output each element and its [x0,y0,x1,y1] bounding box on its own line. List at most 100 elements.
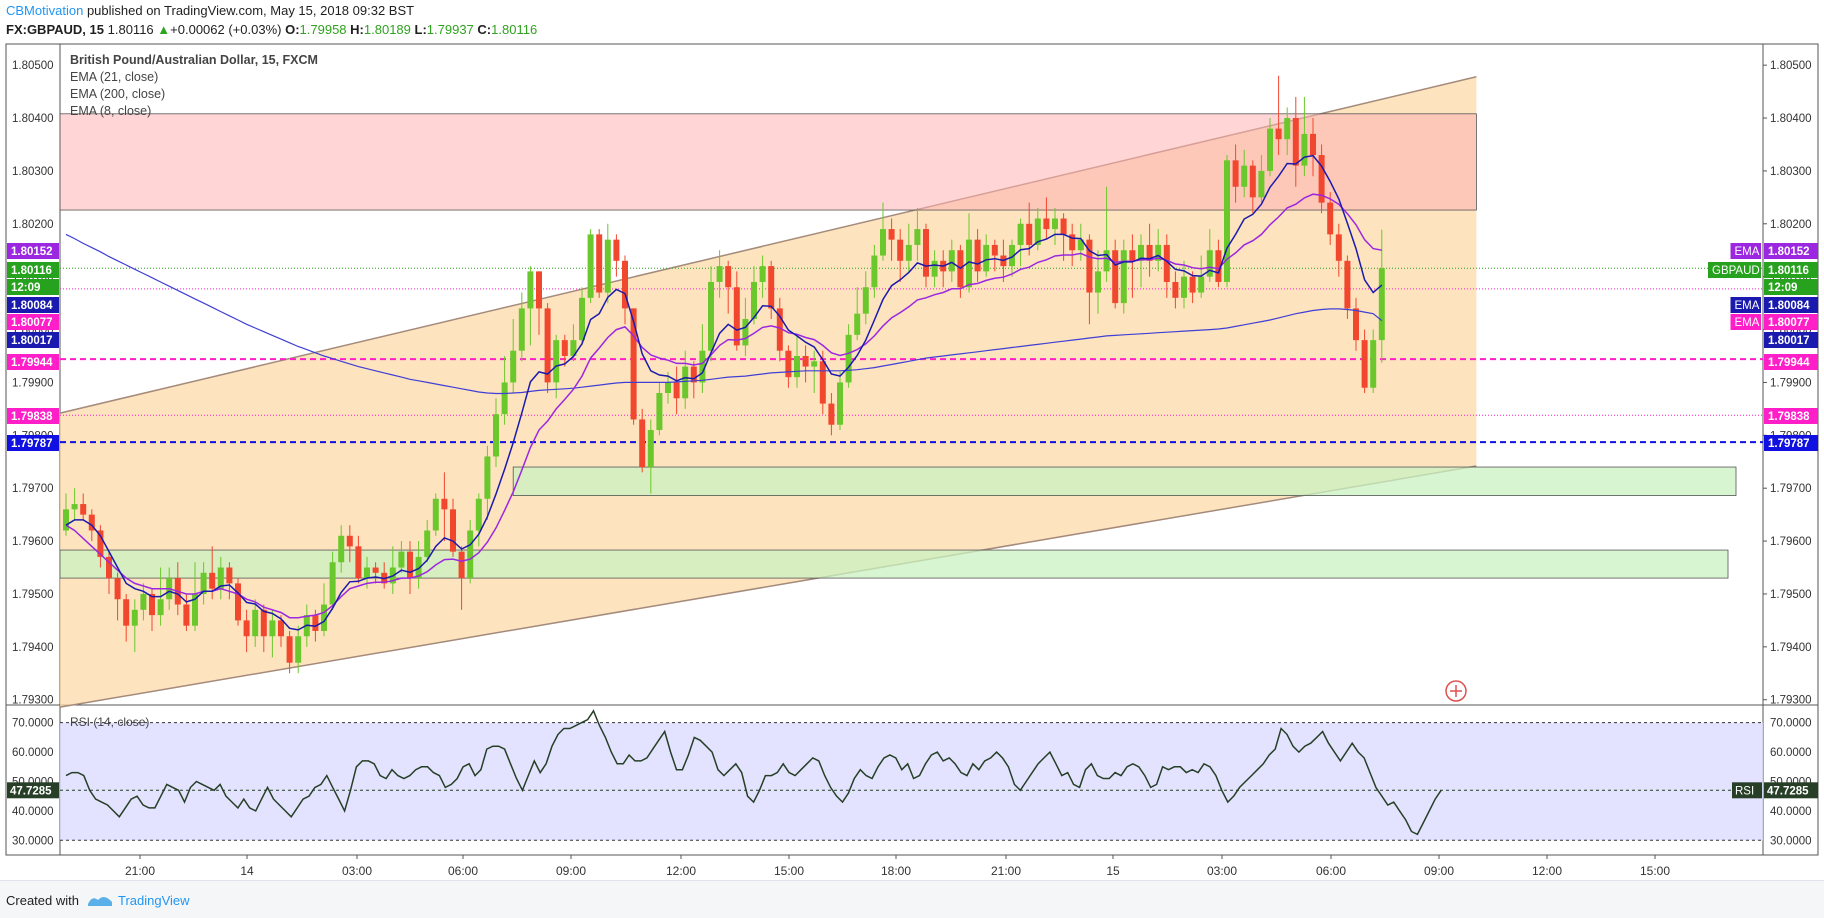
candle-body [1224,160,1230,282]
series-tag [1730,314,1761,330]
candle-body [97,530,104,557]
price-tick-right: 1.80200 [1770,219,1812,231]
price-tag-left [7,314,59,330]
candle-body [656,393,663,431]
series-tag [1708,262,1761,278]
candle-body [209,572,216,589]
candle-body [1241,165,1248,187]
price-tag-left [7,435,59,451]
price-channel [60,76,1477,708]
candle-body [1215,250,1222,282]
candle-body [604,239,611,293]
tradingview-logo-icon[interactable] [86,892,114,908]
candle-body [1344,260,1351,309]
candle-body [1112,250,1119,304]
candle-body [114,578,121,600]
price-tick-right: 1.80500 [1770,60,1812,72]
candle-body [682,366,689,399]
candle-body [1353,308,1359,341]
author-link[interactable]: CBMotivation [6,3,84,18]
open-value: 1.79958 [299,22,347,37]
alert-icon[interactable] [1445,680,1467,702]
candle-body [1198,276,1205,293]
price-tick-right: 1.79400 [1770,642,1812,654]
candle-body [458,551,465,579]
price-tags: 47.7285 47.7285 RSI 1.80152 1.80116 12:09 1.80… [7,243,1818,799]
rsi-tick-right: 30.0000 [1770,835,1812,847]
rsi-tick-left: 60.0000 [12,747,54,759]
candle-body [183,604,190,626]
candle-body [1095,271,1101,293]
candle-body [768,266,775,309]
price-tick-right: 1.79900 [1770,377,1812,389]
price-tag-right [1764,243,1818,259]
price-tag-left [7,354,59,370]
time-tick: 12:00 [666,864,696,878]
candle-body [1301,133,1308,166]
price-tag-left-text: 1.80084 [11,300,53,312]
candle-body [243,620,250,637]
price-tag-right [1764,314,1818,330]
candle-body [260,609,267,637]
candle-body [751,281,757,319]
high-value: 1.80189 [363,22,411,37]
candle-body [217,567,224,589]
candle-body [690,366,697,383]
rsi-tick-right: 70.0000 [1770,718,1812,730]
series-tag-text: EMA [1735,300,1760,312]
price-tag-right-text: 1.80152 [1768,246,1810,258]
candle-body [596,234,603,293]
candle-body [432,498,439,531]
candle-body [553,340,560,383]
candle-body [407,551,413,579]
chart-canvas[interactable]: 1.80500 1.80500 1.80400 1.80400 1.80300 1.803… [0,0,1824,880]
price-tag-right-text: 1.79944 [1768,357,1810,369]
candle-body [1232,160,1239,187]
time-tick: 14 [240,864,254,878]
candle-body [699,350,706,383]
price-tick-left: 1.79300 [12,695,54,707]
candle-body [1267,128,1273,171]
candle-body [845,334,852,383]
candle-body [450,509,456,552]
rsi-band [60,722,1763,841]
candle-body [785,350,792,378]
price-tag-right [1764,408,1818,424]
price-tag-right-text: 1.80017 [1768,335,1810,347]
candle-body [1206,250,1213,277]
rsi-last-text-right: 47.7285 [1767,785,1809,797]
footer-brand-link[interactable]: TradingView [118,893,190,908]
candle-body [622,260,628,309]
candle-body [467,530,474,579]
last-price: 1.80116 [107,22,154,37]
candle-body [1318,155,1325,203]
price-tick-left: 1.79700 [12,483,54,495]
price-tick-right: 1.80300 [1770,166,1812,178]
footer: Created with TradingView [0,880,1824,918]
candle-body [1043,218,1050,230]
time-tick: 09:00 [1424,864,1454,878]
time-tick: 21:00 [991,864,1021,878]
candle-body [286,636,293,663]
candle-body [200,572,207,594]
candle-body [725,266,732,288]
rsi-tick-left: 40.0000 [12,806,54,818]
price-tag-right-text: 1.80084 [1768,300,1810,312]
candle-body [1284,118,1291,140]
rsi-tick-right: 60.0000 [1770,747,1812,759]
candle-body [1138,244,1144,261]
symbol-label: FX:GBPAUD, 15 [6,22,104,37]
rsi-last-text: 47.7285 [10,785,52,797]
candle-body [974,239,981,272]
price-tag-left-text: 1.80116 [11,265,52,277]
candle-body [639,419,646,468]
candle-body [776,308,783,351]
time-tick: 15:00 [1640,864,1670,878]
candle-body [1060,218,1067,235]
candle-body [630,308,637,420]
candle-body [329,562,336,605]
candle-body [1026,223,1033,245]
price-tick-right: 1.79700 [1770,483,1812,495]
price-tag-left [7,279,59,295]
series-tag-text: EMA [1735,317,1760,329]
